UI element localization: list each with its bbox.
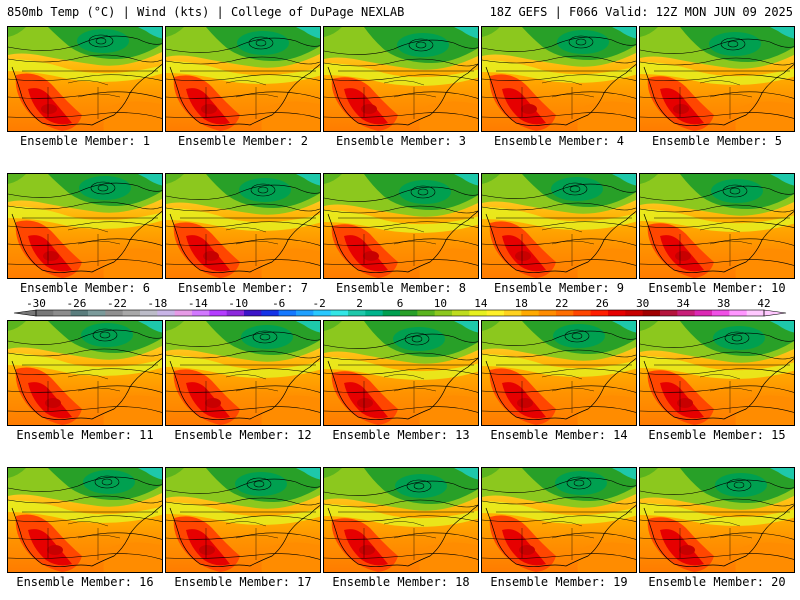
ensemble-member-caption: Ensemble Member: 5 [651,134,783,148]
temperature-map [165,26,321,132]
ensemble-member-caption: Ensemble Member: 17 [174,575,312,589]
ensemble-member-caption: Ensemble Member: 2 [177,134,309,148]
chart-title: 850mb Temp (°C) | Wind (kts) | College o… [7,5,405,19]
colorbar-tick-label: 18 [514,297,528,310]
ensemble-member-caption: Ensemble Member: 12 [174,428,312,442]
ensemble-member-caption: Ensemble Member: 6 [19,281,151,295]
run-valid-time: 18Z GEFS | F066 Valid: 12Z MON JUN 09 20… [489,5,793,19]
colorbar-tick-label: 30 [636,297,650,310]
temperature-map [639,173,795,279]
colorbar-tick-label: -30 [26,297,46,310]
ensemble-member-caption: Ensemble Member: 16 [16,575,154,589]
ensemble-member-caption: Ensemble Member: 15 [648,428,786,442]
temperature-map [481,467,637,573]
colorbar-tick-label: 2 [356,297,363,310]
ensemble-member-caption: Ensemble Member: 19 [490,575,628,589]
temperature-map [165,320,321,426]
colorbar-tick-label: -22 [106,297,127,310]
temperature-map [481,173,637,279]
colorbar-tick-label: -26 [66,297,87,310]
temperature-map [7,320,163,426]
colorbar-tick-label: 6 [396,297,404,310]
colorbar-tick-label: 34 [676,297,690,310]
colorbar-tick-label: -10 [228,297,249,310]
temperature-map [165,467,321,573]
ensemble-member-caption: Ensemble Member: 9 [493,281,625,295]
colorbar-tick-label: -18 [147,297,168,310]
colorbar-tick-label: -2 [312,297,326,310]
temperature-map [481,26,637,132]
temperature-map [323,26,479,132]
ensemble-member-caption: Ensemble Member: 11 [16,428,154,442]
temperature-map [165,173,321,279]
temperature-map [7,26,163,132]
ensemble-member-caption: Ensemble Member: 4 [493,134,625,148]
colorbar-tick-label: 22 [555,297,569,310]
temperature-map [639,320,795,426]
temperature-map [7,173,163,279]
colorbar-tick-label: -6 [272,297,286,310]
colorbar-tick-label: 14 [474,297,488,310]
ensemble-member-caption: Ensemble Member: 3 [335,134,467,148]
colorbar-tick-label: 10 [433,297,448,310]
temperature-map [323,173,479,279]
temperature-map [639,467,795,573]
temperature-map [323,467,479,573]
colorbar-tick-label: -14 [187,297,208,310]
ensemble-member-caption: Ensemble Member: 20 [648,575,786,589]
ensemble-member-caption: Ensemble Member: 13 [332,428,470,442]
colorbar-labels: -30 -26 -22 -18 -14 -10 -6 -2 2 6 10 14 18 22 26 30 34 38… [0,297,800,311]
ensemble-member-caption: Ensemble Member: 18 [332,575,470,589]
colorbar-tick-label: 42 [757,297,771,310]
colorbar-tick-label: 26 [595,297,609,310]
ensemble-member-caption: Ensemble Member: 10 [648,281,786,295]
colorbar-tick-label: 38 [716,297,731,310]
ensemble-member-caption: Ensemble Member: 8 [335,281,467,295]
temperature-map [323,320,479,426]
ensemble-member-caption: Ensemble Member: 7 [177,281,309,295]
ensemble-member-caption: Ensemble Member: 14 [490,428,628,442]
ensemble-member-caption: Ensemble Member: 1 [19,134,151,148]
temperature-map [7,467,163,573]
temperature-map [639,26,795,132]
temperature-map [481,320,637,426]
